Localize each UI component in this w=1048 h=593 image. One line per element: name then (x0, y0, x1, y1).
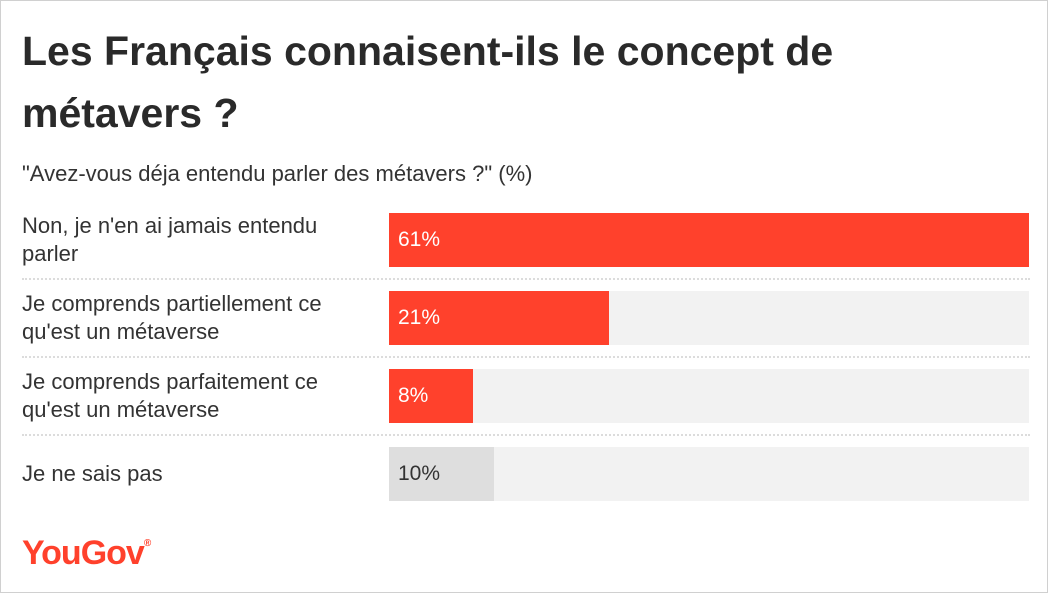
category-label: Je ne sais pas (22, 461, 163, 486)
category-label: Je comprends partiellement ce qu'est un … (22, 291, 322, 344)
bar-row: Je comprends partiellement ce qu'est un … (22, 291, 1030, 369)
row-divider (22, 356, 1030, 358)
chart-subtitle: "Avez-vous déja entendu parler des métav… (22, 161, 533, 186)
value-label: 61% (398, 228, 441, 251)
registered-mark: ® (143, 538, 152, 549)
bar-row: Je ne sais pas 10% (22, 447, 1030, 525)
value-label: 10% (398, 462, 441, 485)
bar (389, 447, 494, 501)
bar-chart: Non, je n'en ai jamais entendu parler 61%… (22, 213, 1030, 503)
bar-track: 8% (389, 369, 1029, 423)
logo-text: YouGov (22, 534, 145, 572)
row-divider (22, 434, 1030, 436)
bar-row: Je comprends parfaitement ce qu'est un m… (22, 369, 1030, 447)
bar-track: 21% (389, 291, 1029, 345)
chart-title: Les Français connaisent-ils le concept d… (22, 28, 834, 136)
row-divider (22, 278, 1030, 280)
bar-track: 61% (389, 213, 1029, 267)
value-label: 8% (398, 384, 429, 407)
category-label: Je comprends parfaitement ce qu'est un m… (22, 369, 318, 422)
yougov-logo: YouGov® (22, 534, 151, 573)
category-label: Non, je n'en ai jamais entendu parler (22, 213, 318, 266)
bar (389, 291, 609, 345)
value-label: 21% (398, 306, 441, 329)
bar-row: Non, je n'en ai jamais entendu parler 61% (22, 213, 1030, 291)
bar-track: 10% (389, 447, 1029, 501)
bar (389, 369, 473, 423)
bar (389, 213, 1029, 267)
